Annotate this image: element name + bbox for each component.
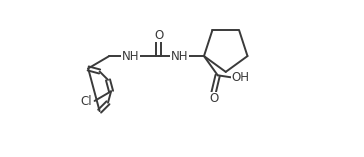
Text: O: O xyxy=(154,29,163,41)
Text: NH: NH xyxy=(171,50,189,63)
Text: OH: OH xyxy=(232,71,250,84)
Text: NH: NH xyxy=(122,50,139,63)
Text: Cl: Cl xyxy=(80,95,92,108)
Text: O: O xyxy=(209,92,219,105)
